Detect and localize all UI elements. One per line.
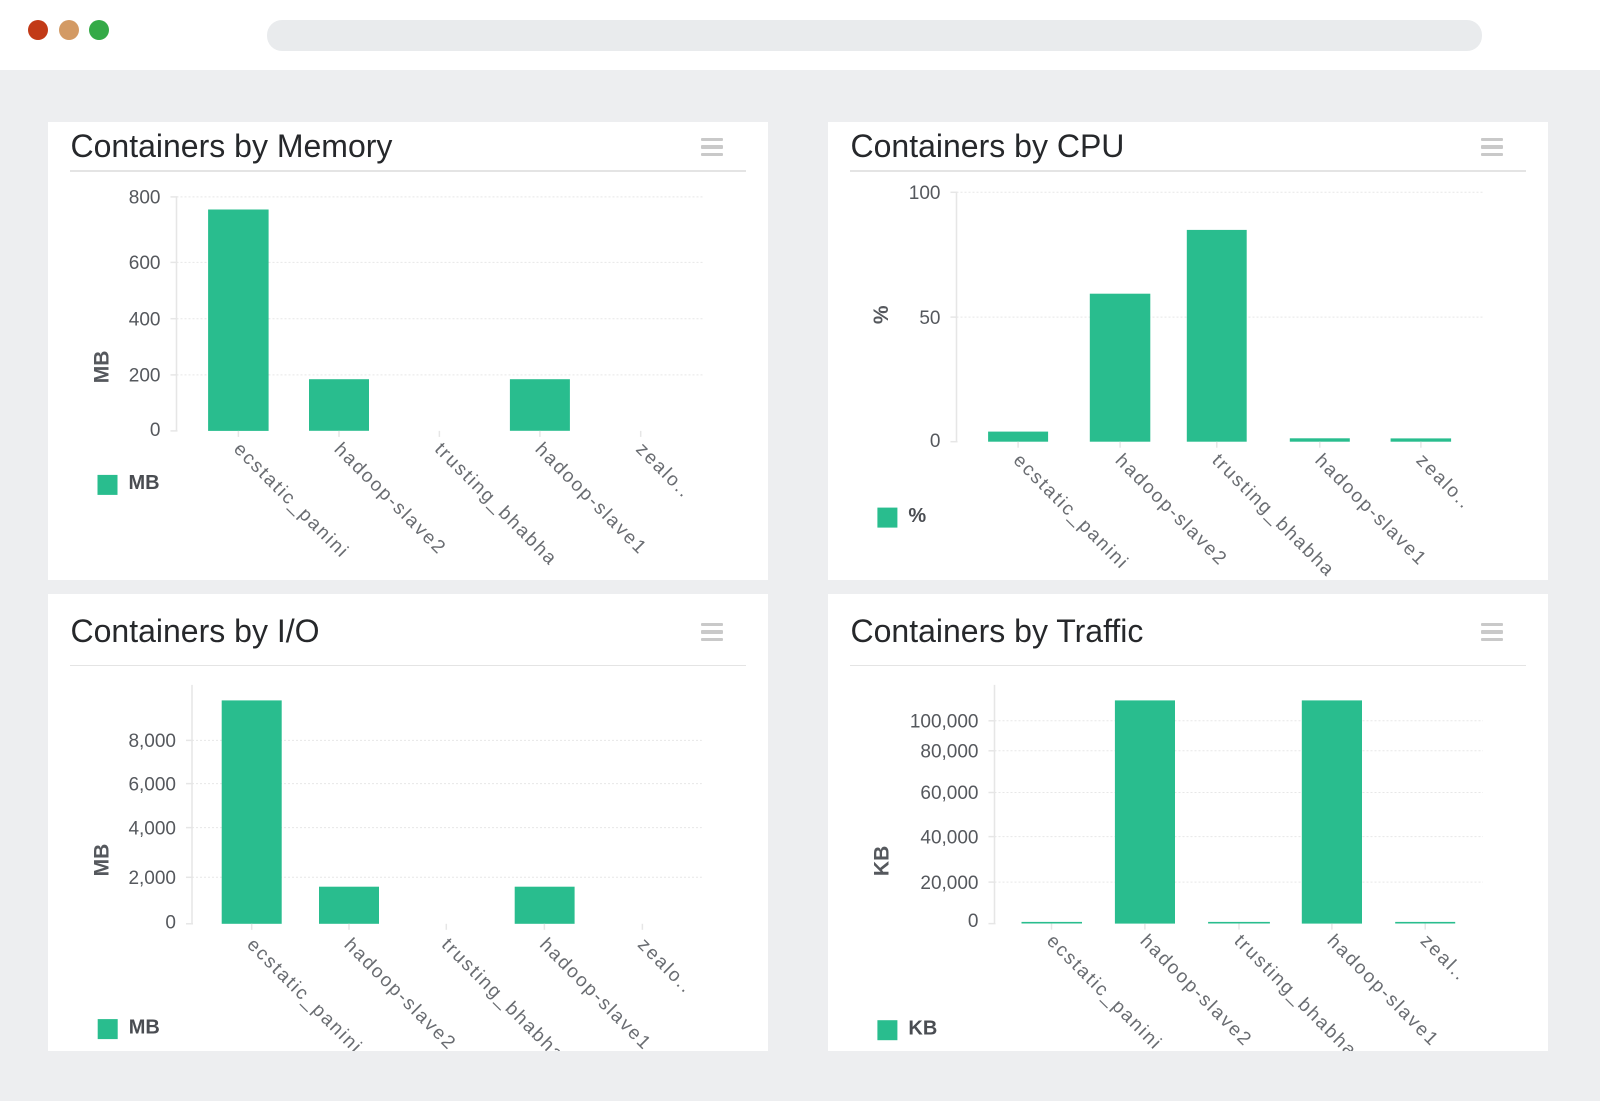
svg-text:60,000: 60,000 (920, 783, 978, 804)
svg-text:2,000: 2,000 (128, 868, 176, 889)
svg-text:0: 0 (150, 419, 161, 440)
svg-text:%: % (870, 305, 893, 324)
svg-text:zealo..: zealo.. (633, 934, 697, 998)
svg-text:50: 50 (919, 307, 940, 328)
svg-text:200: 200 (129, 365, 161, 386)
svg-text:40,000: 40,000 (920, 827, 978, 848)
svg-text:hadoop-slave1: hadoop-slave1 (1311, 450, 1431, 570)
svg-text:ecstatic_panini: ecstatic_panini (1009, 450, 1133, 574)
svg-text:100,000: 100,000 (910, 712, 979, 733)
svg-text:MB: MB (129, 472, 160, 494)
svg-text:4,000: 4,000 (128, 818, 176, 839)
svg-text:20,000: 20,000 (920, 873, 978, 894)
svg-text:8,000: 8,000 (128, 731, 176, 752)
svg-text:80,000: 80,000 (920, 742, 978, 763)
svg-text:%: % (908, 504, 926, 526)
svg-text:0: 0 (968, 911, 979, 932)
svg-text:KB: KB (908, 1018, 937, 1040)
svg-text:hadoop-slave2: hadoop-slave2 (330, 438, 450, 558)
svg-text:6,000: 6,000 (128, 774, 176, 795)
svg-text:KB: KB (870, 846, 893, 876)
svg-text:zealo..: zealo.. (1412, 450, 1476, 514)
svg-text:MB: MB (91, 844, 114, 877)
svg-text:MB: MB (129, 1016, 160, 1038)
svg-text:600: 600 (129, 253, 161, 274)
svg-text:0: 0 (930, 431, 941, 452)
svg-text:0: 0 (165, 913, 176, 934)
svg-text:zeal..: zeal.. (1416, 931, 1471, 986)
svg-text:100: 100 (909, 183, 941, 204)
svg-text:800: 800 (129, 187, 161, 208)
svg-text:MB: MB (91, 350, 114, 383)
svg-text:zealo..: zealo.. (631, 438, 695, 502)
svg-text:400: 400 (129, 309, 161, 330)
